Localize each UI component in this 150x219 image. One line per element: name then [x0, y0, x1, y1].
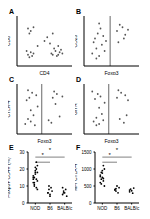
svg-text:CD25: CD25 [75, 34, 78, 47]
svg-text:0: 0 [22, 201, 25, 206]
svg-text:CD4: CD4 [39, 70, 49, 75]
html-text:C: C [9, 76, 15, 83]
svg-text:MFI CTLA-4: MFI CTLA-4 [75, 164, 78, 191]
svg-text:*: * [41, 152, 44, 158]
html-text:A: A [9, 8, 15, 15]
svg-text:Foxp3: Foxp3 [38, 138, 52, 143]
svg-text:NOD: NOD [97, 206, 108, 211]
svg-text:GITR: GITR [75, 103, 78, 115]
svg-text:0: 0 [89, 201, 92, 206]
svg-text:*: * [116, 147, 119, 153]
svg-text:Foxp3: Foxp3 [105, 138, 119, 143]
svg-text:NOD: NOD [30, 206, 41, 211]
svg-text:B6: B6 [114, 206, 120, 211]
svg-text:500: 500 [84, 184, 92, 189]
html-text:F: F [76, 144, 81, 151]
svg-text:B6: B6 [47, 206, 53, 211]
html-text:E: E [9, 144, 14, 151]
html-text:B: B [76, 8, 82, 15]
html-text:D: D [76, 76, 82, 83]
svg-text:1000: 1000 [81, 167, 92, 172]
svg-text:BALB/c: BALB/c [124, 206, 140, 211]
svg-text:Foxp3: Foxp3 [105, 70, 119, 75]
svg-text:CTLA-4: CTLA-4 [8, 100, 11, 117]
svg-text:CD8: CD8 [8, 36, 11, 46]
svg-text:*: * [49, 147, 52, 153]
svg-text:*: * [108, 152, 111, 158]
svg-text:BALB/c: BALB/c [57, 206, 73, 211]
svg-text:10: 10 [19, 184, 25, 189]
svg-text:Foxp3+ CD4+ (%): Foxp3+ CD4+ (%) [8, 157, 11, 198]
svg-text:20: 20 [19, 167, 25, 172]
svg-text:1500: 1500 [81, 150, 92, 155]
svg-text:30: 30 [19, 150, 25, 155]
